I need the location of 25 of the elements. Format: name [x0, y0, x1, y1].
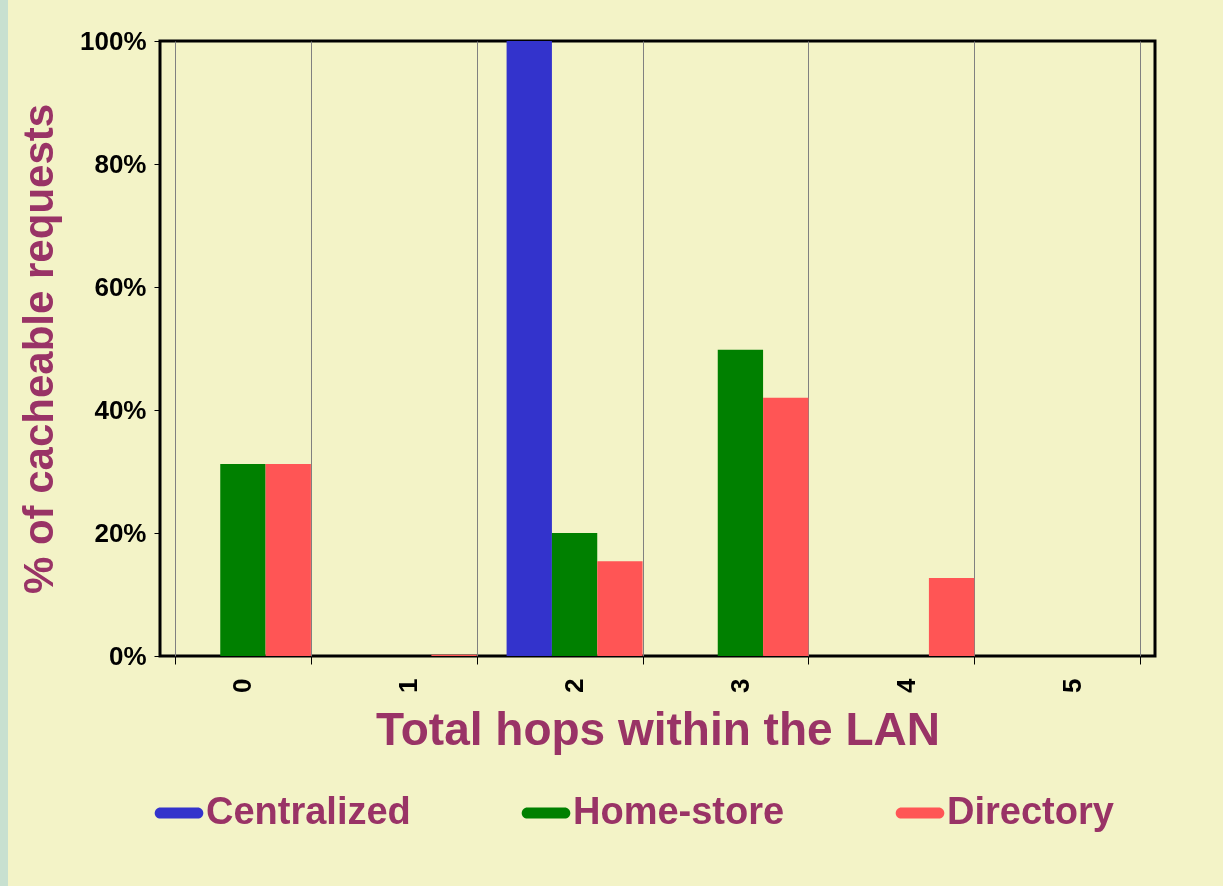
bar: [928, 577, 975, 656]
bar: [220, 464, 266, 656]
x-tick-label: 0: [227, 678, 258, 693]
bar: [763, 397, 809, 656]
x-tick-label: 2: [559, 678, 590, 693]
y-tick-label: 60%: [94, 271, 147, 302]
bar: [506, 41, 552, 656]
x-tick-label: 4: [890, 677, 921, 693]
x-tick-label: 3: [724, 678, 755, 693]
x-axis-title: Total hops within the LAN: [376, 702, 940, 755]
x-tick-label: 1: [393, 678, 424, 693]
bar: [265, 464, 311, 656]
y-tick-label: 40%: [94, 394, 147, 425]
y-tick-label: 80%: [94, 148, 147, 179]
bar: [717, 349, 764, 656]
legend-label: Home-store: [573, 790, 785, 832]
legend-label: Centralized: [206, 790, 411, 832]
x-tick-label: 5: [1056, 678, 1087, 693]
y-tick-label: 100%: [80, 25, 147, 56]
y-axis-title: % of cacheable requests: [15, 103, 62, 595]
legend-label: Directory: [947, 790, 1114, 832]
bar: [597, 561, 643, 656]
y-tick-label: 20%: [94, 517, 147, 548]
y-tick-label: 0%: [108, 640, 147, 671]
bar: [551, 533, 598, 656]
